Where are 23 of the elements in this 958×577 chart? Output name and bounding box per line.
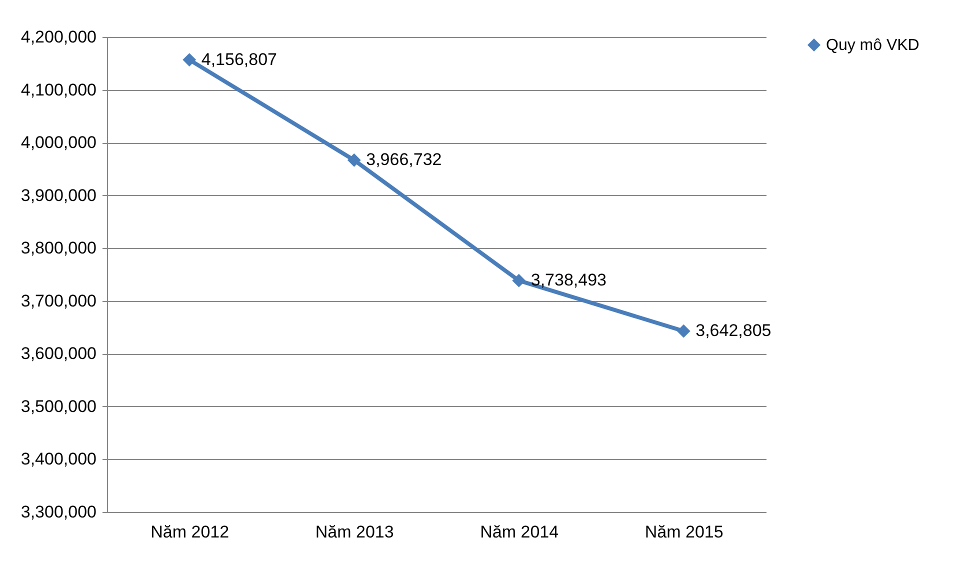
point — [676, 324, 690, 338]
y-tick-label: 3,400,000 — [20, 450, 96, 469]
y-tick-label: 3,700,000 — [20, 291, 96, 310]
y-tick-label: 4,100,000 — [20, 80, 96, 100]
y-tick-label: 3,300,000 — [20, 502, 96, 522]
y-tick-label: 3,800,000 — [20, 238, 96, 258]
y-tick-label: 4,200,000 — [20, 28, 96, 46]
data-label: 3,642,805 — [696, 321, 772, 340]
data-label: 3,738,493 — [530, 270, 607, 290]
y-tick-label: 3,600,000 — [20, 344, 96, 364]
data-label: 3,966,732 — [366, 150, 442, 170]
y-tick-label: 3,500,000 — [20, 396, 96, 416]
point — [347, 153, 361, 167]
x-tick-label: Năm 2012 — [150, 522, 230, 542]
legend-label: Quy mô VKD — [826, 37, 920, 54]
point — [512, 274, 526, 288]
data-label: 4,156,807 — [201, 50, 278, 69]
x-tick-label: Năm 2014 — [480, 522, 559, 542]
x-tick-label: Năm 2013 — [315, 522, 394, 542]
y-tick-label: 4,000,000 — [20, 133, 96, 152]
y-tick-label: 3,900,000 — [20, 186, 96, 205]
point — [182, 53, 196, 67]
x-tick-label: Năm 2015 — [644, 522, 724, 542]
